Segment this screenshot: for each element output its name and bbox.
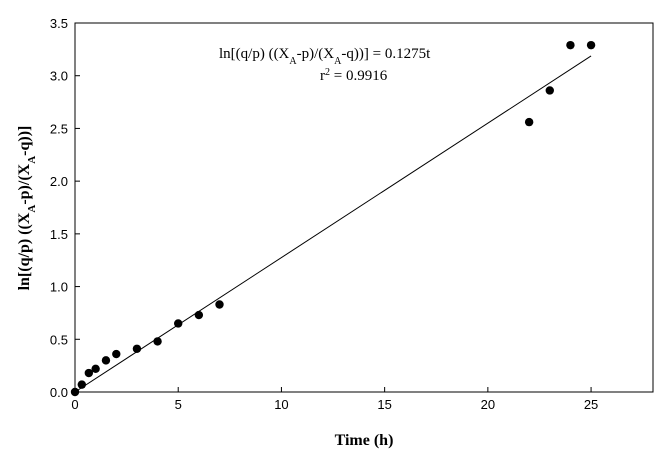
y-tick-label: 3.5 — [50, 16, 68, 31]
data-point — [70, 387, 80, 397]
x-tick-label: 25 — [584, 397, 598, 412]
y-tick-label: 3.0 — [50, 69, 68, 84]
data-point — [91, 364, 100, 374]
y-tick-label: 2.0 — [50, 174, 68, 189]
regression-equation: ln[(q/p) ((XA-p)/(XA-q))] = 0.1275t — [219, 46, 431, 67]
data-point — [112, 349, 121, 359]
y-tick-label: 1.5 — [50, 227, 68, 242]
x-tick-label: 20 — [481, 397, 495, 412]
data-point — [153, 337, 162, 346]
data-point — [194, 310, 204, 320]
x-axis: 0 5 10 15 20 25 — [71, 387, 598, 412]
data-point — [77, 380, 87, 389]
data-point — [132, 344, 142, 353]
regression-line-group — [74, 55, 592, 393]
y-tick-label: 0.5 — [50, 332, 68, 347]
x-axis-title: Time (h) — [335, 432, 394, 449]
data-point — [566, 40, 575, 50]
data-point — [545, 86, 554, 95]
data-point — [101, 356, 111, 365]
plot-frame — [74, 22, 654, 393]
x-tick-label: 0 — [71, 397, 78, 412]
data-point — [586, 40, 596, 50]
data-point — [174, 319, 183, 328]
data-point — [84, 368, 94, 378]
data-points — [70, 40, 596, 397]
data-point — [524, 117, 534, 127]
y-tick-label: 1.0 — [50, 280, 68, 295]
y-tick-label: 0.0 — [50, 385, 68, 400]
y-axis-title: ln[(q/p) ((XA-p)/(XA-q))] — [16, 126, 38, 291]
y-axis: 0.0 0.5 1.0 1.5 2.0 2.5 3.0 3.5 — [50, 16, 80, 400]
regression-line — [74, 55, 592, 393]
r-squared-label: r2 = 0.9916 — [320, 67, 388, 85]
x-tick-label: 10 — [274, 397, 288, 412]
x-tick-label: 15 — [377, 397, 391, 412]
x-tick-label: 5 — [175, 397, 182, 412]
y-tick-label: 2.5 — [50, 121, 68, 136]
data-point — [215, 300, 224, 309]
